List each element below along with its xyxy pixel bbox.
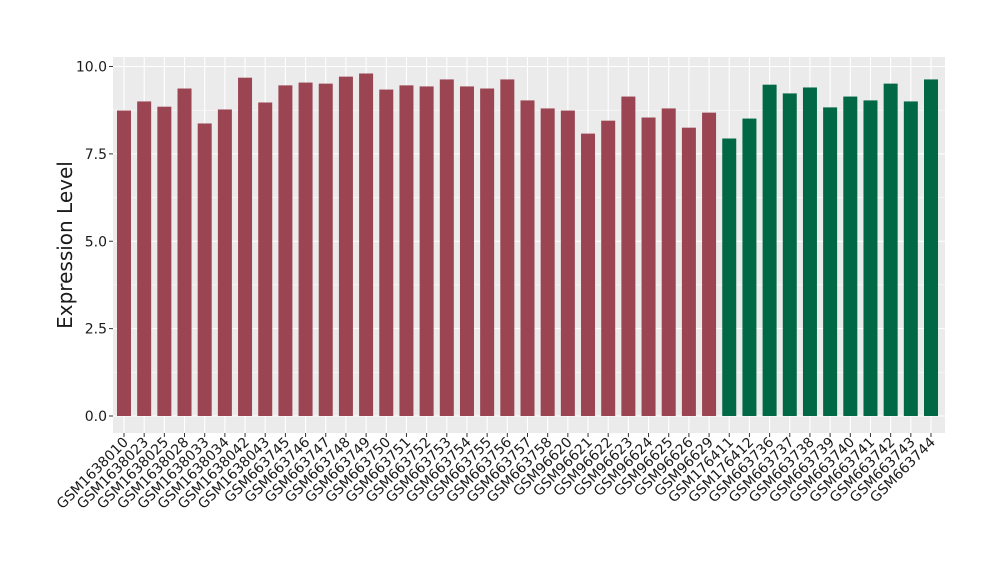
bar-GSM176411 bbox=[722, 138, 737, 416]
bar-GSM663737 bbox=[782, 93, 797, 416]
bar-GSM663742 bbox=[883, 83, 898, 417]
bar-GSM96622 bbox=[601, 120, 616, 417]
bar-GSM663741 bbox=[863, 100, 878, 417]
bar-GSM663743 bbox=[903, 101, 918, 416]
bar-GSM663744 bbox=[924, 79, 938, 416]
bar-GSM1638043 bbox=[258, 102, 273, 416]
bar-GSM663736 bbox=[762, 84, 777, 416]
bar-GSM1638028 bbox=[177, 88, 192, 417]
y-tick-label: 7.5 bbox=[85, 147, 107, 163]
bar-GSM663748 bbox=[338, 76, 353, 416]
bar-GSM176412 bbox=[742, 118, 757, 416]
bar-GSM96625 bbox=[661, 108, 676, 416]
bar-GSM663756 bbox=[500, 79, 515, 416]
bar-GSM663740 bbox=[843, 96, 858, 416]
bar-GSM96629 bbox=[702, 112, 717, 416]
y-tick-label: 2.5 bbox=[85, 322, 107, 338]
y-axis-label: Expression Level bbox=[53, 161, 77, 329]
bar-GSM663752 bbox=[419, 86, 434, 416]
bar-GSM663739 bbox=[823, 107, 838, 416]
bar-GSM1638023 bbox=[137, 101, 152, 416]
bar-GSM663747 bbox=[318, 83, 333, 417]
bar-GSM663758 bbox=[540, 108, 555, 416]
y-tick-label: 0.0 bbox=[85, 409, 107, 425]
bar-GSM663738 bbox=[802, 87, 817, 416]
bar-GSM1638025 bbox=[157, 106, 172, 416]
bar-GSM96624 bbox=[641, 117, 656, 416]
bar-GSM663755 bbox=[480, 88, 495, 417]
bar-GSM1638010 bbox=[117, 110, 131, 417]
y-axis: 0.0 2.5 5.0 7.5 10.0 bbox=[76, 60, 113, 425]
bar-GSM663749 bbox=[359, 73, 374, 417]
bar-GSM663746 bbox=[298, 82, 313, 417]
bar-GSM96621 bbox=[581, 133, 596, 416]
y-tick-label: 5.0 bbox=[85, 234, 107, 250]
bar-GSM96620 bbox=[560, 110, 575, 417]
bar-GSM663751 bbox=[399, 85, 414, 417]
bar-GSM663753 bbox=[439, 79, 454, 416]
bar-GSM1638034 bbox=[217, 109, 232, 417]
bar-GSM1638033 bbox=[197, 123, 212, 416]
bars bbox=[117, 73, 938, 417]
bar-GSM663745 bbox=[278, 85, 293, 417]
bar-GSM663750 bbox=[379, 89, 394, 416]
bar-GSM663757 bbox=[520, 100, 535, 417]
y-tick-label: 10.0 bbox=[76, 60, 107, 76]
x-axis: GSM1638010GSM1638023GSM1638025GSM1638028… bbox=[54, 433, 939, 512]
bar-GSM96626 bbox=[681, 127, 696, 416]
bar-GSM96623 bbox=[621, 96, 636, 416]
bar-GSM663754 bbox=[459, 86, 474, 416]
bar-GSM1638042 bbox=[238, 77, 253, 417]
